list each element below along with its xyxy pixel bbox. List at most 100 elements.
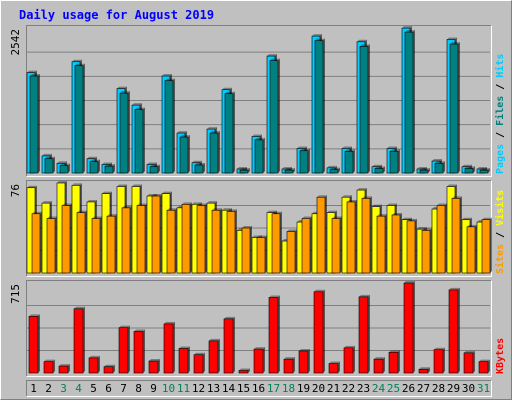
bar-files-20: [314, 40, 324, 174]
bar-sites-29-side: [460, 196, 462, 273]
bar-kbytes-6-side: [113, 364, 115, 373]
bar-kbytes-28: [433, 349, 444, 374]
bar-kbytes-21-side: [338, 361, 340, 373]
bar-files-28-side: [443, 161, 445, 173]
bar-files-5: [89, 161, 99, 174]
bar-files-13-side: [218, 131, 220, 173]
bar-kbytes-12-top: [194, 352, 205, 355]
bar-visits-23-top: [357, 188, 367, 191]
x-tick-label: 28: [432, 382, 445, 395]
bar-visits-5-top: [87, 199, 97, 202]
bar-sites-28: [436, 205, 446, 274]
bar-visits-24-top: [372, 204, 382, 207]
bar-sites-31: [481, 219, 491, 274]
bar-sites-12: [196, 205, 206, 274]
bar-kbytes-23-side: [368, 294, 370, 373]
bar-files-30-top: [465, 166, 475, 169]
bar-kbytes-30-top: [464, 350, 475, 353]
bar-kbytes-1: [28, 316, 39, 374]
panel-visits_sites-frame-shadow: [26, 180, 492, 277]
bar-sites-9-top: [152, 194, 162, 197]
bar-sites-3-top: [62, 203, 72, 206]
bar-files-4-side: [83, 63, 85, 173]
bar-sites-17-top: [272, 211, 282, 214]
bar-kbytes-18-top: [284, 357, 295, 360]
bar-sites-24-top: [377, 214, 387, 217]
bar-files-23-top: [360, 44, 370, 47]
bar-files-1-side: [38, 74, 40, 173]
bar-sites-18-side: [295, 229, 297, 273]
bar-kbytes-23-top: [359, 294, 370, 297]
bar-kbytes-4-top: [74, 306, 85, 309]
bar-files-7-side: [128, 91, 130, 173]
x-tick-label: 13: [207, 382, 220, 395]
bar-kbytes-5-top: [89, 355, 100, 358]
bar-sites-6-side: [115, 214, 117, 273]
bar-files-31: [479, 169, 489, 174]
bar-kbytes-21-top: [329, 361, 340, 364]
bar-sites-1: [31, 213, 41, 274]
bar-files-23-side: [368, 44, 370, 173]
bar-sites-7-side: [130, 205, 132, 273]
bar-files-31-side: [488, 168, 490, 173]
x-tick-label: 19: [297, 382, 310, 395]
bar-sites-15-top: [242, 226, 252, 228]
bar-hits-13-top: [207, 127, 217, 130]
bar-files-22-top: [345, 149, 355, 152]
bar-files-17-side: [278, 58, 280, 173]
bar-files-25-top: [390, 149, 400, 152]
bar-kbytes-31-side: [488, 359, 490, 373]
x-tick-label: 26: [402, 382, 415, 395]
bar-files-17-top: [270, 58, 280, 61]
bar-files-8-top: [135, 107, 145, 110]
bar-kbytes-9: [148, 360, 159, 374]
bar-kbytes-2-side: [53, 359, 55, 373]
bar-hits-10-top: [162, 74, 172, 77]
x-tick-label: 12: [192, 382, 205, 395]
bar-sites-19: [301, 218, 311, 274]
panel-kbytes-frame-highlight: [26, 280, 492, 377]
bar-files-24: [374, 168, 384, 174]
chart-panels: 2542 Pages / Files / Hits 76 Sites / Visits…: [9, 25, 506, 377]
bar-kbytes-27: [418, 368, 429, 374]
bar-files-2: [44, 158, 54, 174]
bar-kbytes-14-side: [233, 316, 235, 373]
panel-hits_files-side-label: Pages / Files / Hits: [494, 54, 506, 174]
bar-hits-16-top: [252, 134, 262, 137]
bar-sites-24: [376, 215, 386, 274]
bar-kbytes-5: [88, 357, 99, 374]
bar-kbytes-25-top: [389, 350, 400, 353]
side-label-hits: Hits: [494, 54, 506, 78]
bar-kbytes-17-side: [278, 295, 280, 373]
bar-files-27: [419, 169, 429, 174]
bar-hits-8-top: [132, 103, 142, 106]
bar-sites-13-side: [220, 208, 222, 273]
bar-files-7-top: [120, 91, 130, 94]
bar-kbytes-22: [343, 347, 354, 374]
bar-kbytes-11: [178, 348, 189, 374]
bar-files-11-side: [188, 135, 190, 173]
bar-kbytes-16: [253, 348, 264, 374]
bar-visits-3-top: [57, 181, 67, 183]
x-tick-label: 4: [75, 382, 82, 395]
bar-visits-9-top: [147, 194, 157, 197]
bar-visits-21-top: [327, 210, 337, 213]
bar-files-29-side: [458, 42, 460, 174]
bar-kbytes-10: [163, 323, 174, 374]
bar-kbytes-1-top: [29, 314, 40, 317]
bar-sites-2: [46, 218, 56, 274]
bar-sites-31-side: [490, 217, 492, 273]
x-tick-label: 7: [120, 382, 127, 395]
bar-files-25-side: [398, 149, 400, 173]
bar-files-4: [74, 65, 84, 174]
bar-hits-7-top: [117, 86, 127, 89]
bar-kbytes-22-side: [353, 345, 355, 373]
bar-visits-30-top: [462, 217, 472, 220]
side-label-kbytes: KBytes: [495, 338, 506, 374]
bar-kbytes-1-side: [38, 314, 40, 373]
bar-visits-13-top: [207, 201, 217, 204]
bar-files-15-side: [248, 168, 250, 173]
bar-kbytes-4: [73, 308, 84, 374]
